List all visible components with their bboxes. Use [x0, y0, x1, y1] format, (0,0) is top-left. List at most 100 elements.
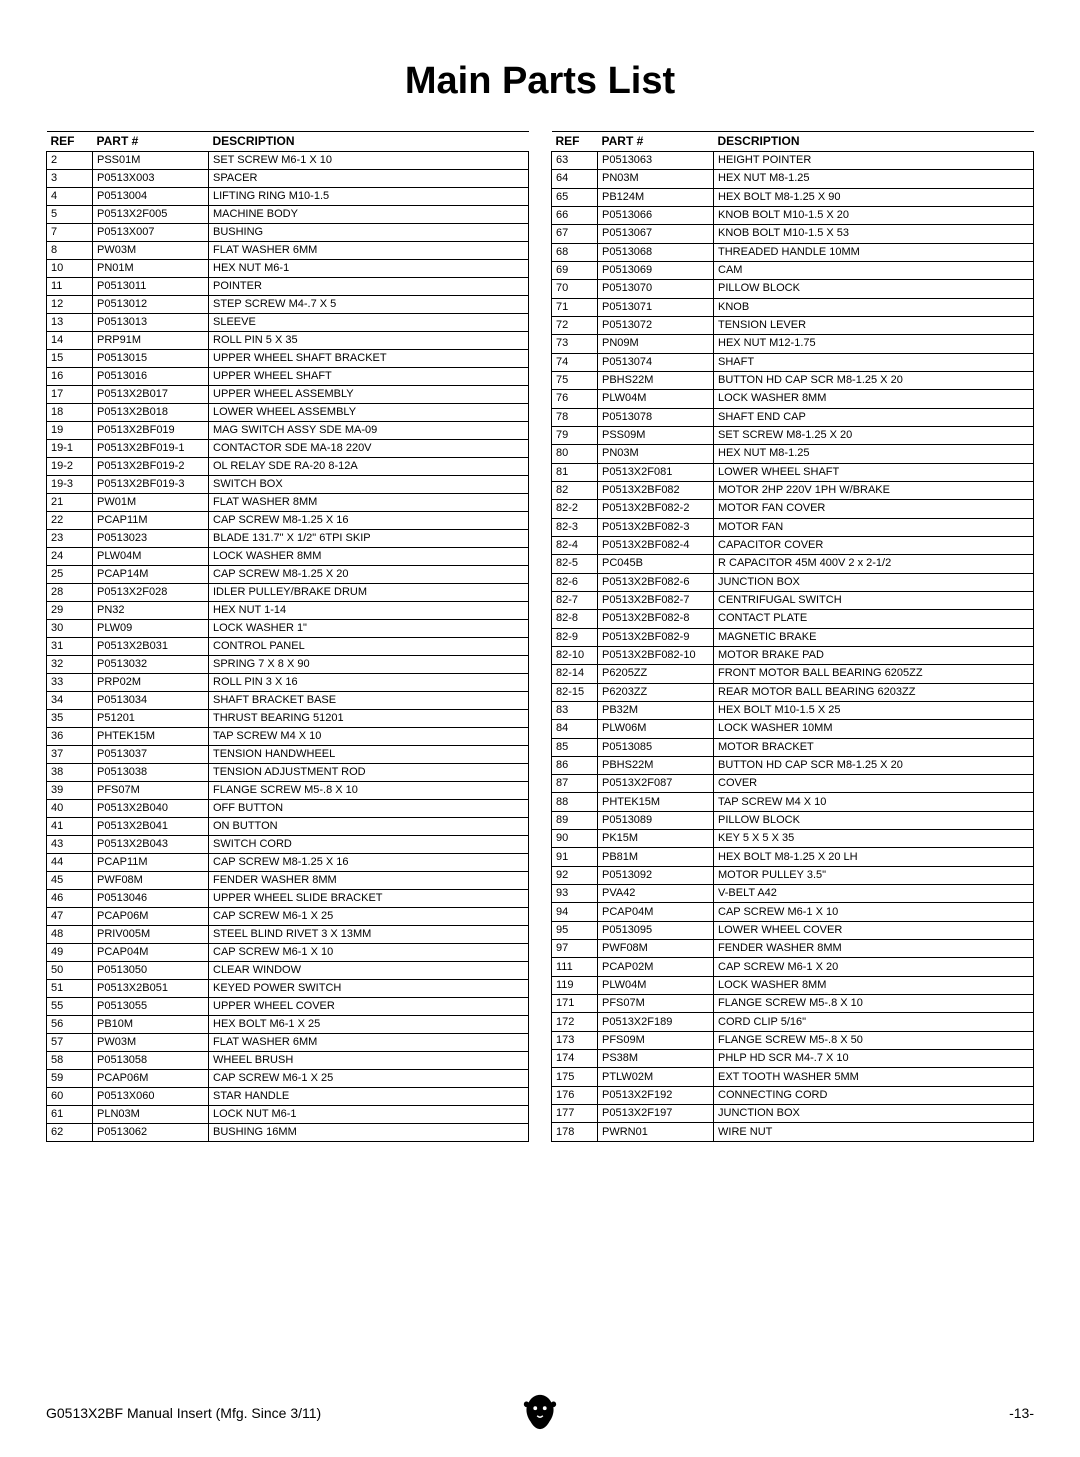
cell-ref: 60: [47, 1088, 93, 1106]
cell-ref: 30: [47, 620, 93, 638]
cell-desc: UPPER WHEEL SHAFT BRACKET: [209, 350, 529, 368]
cell-desc: TENSION HANDWHEEL: [209, 746, 529, 764]
table-row: 19-3P0513X2BF019-3SWITCH BOX: [47, 476, 529, 494]
table-row: 87P0513X2F087COVER: [552, 775, 1034, 793]
table-row: 86PBHS22MBUTTON HD CAP SCR M8-1.25 X 20: [552, 756, 1034, 774]
cell-desc: COVER: [714, 775, 1034, 793]
cell-desc: CAP SCREW M6-1 X 10: [714, 903, 1034, 921]
table-row: 14PRP91MROLL PIN 5 X 35: [47, 332, 529, 350]
table-row: 82-14P6205ZZFRONT MOTOR BALL BEARING 620…: [552, 665, 1034, 683]
cell-part: PN32: [93, 602, 209, 620]
cell-desc: TENSION ADJUSTMENT ROD: [209, 764, 529, 782]
cell-part: PN01M: [93, 260, 209, 278]
cell-ref: 43: [47, 836, 93, 854]
cell-desc: BUSHING 16MM: [209, 1124, 529, 1142]
cell-desc: POINTER: [209, 278, 529, 296]
table-row: 58P0513058WHEEL BRUSH: [47, 1052, 529, 1070]
cell-part: PFS07M: [598, 995, 714, 1013]
cell-part: P0513X2B041: [93, 818, 209, 836]
table-row: 82-2P0513X2BF082-2MOTOR FAN COVER: [552, 500, 1034, 518]
cell-part: P0513X2F005: [93, 206, 209, 224]
cell-ref: 45: [47, 872, 93, 890]
table-row: 56PB10MHEX BOLT M6-1 X 25: [47, 1016, 529, 1034]
cell-desc: WIRE NUT: [714, 1123, 1034, 1142]
cell-ref: 44: [47, 854, 93, 872]
table-row: 97PWF08MFENDER WASHER 8MM: [552, 940, 1034, 958]
cell-ref: 68: [552, 243, 598, 261]
cell-desc: LOCK WASHER 10MM: [714, 720, 1034, 738]
cell-part: P0513092: [598, 866, 714, 884]
cell-part: P0513X2BF082: [598, 481, 714, 499]
cell-desc: KNOB: [714, 298, 1034, 316]
cell-desc: SET SCREW M6-1 X 10: [209, 152, 529, 170]
table-row: 82-6P0513X2BF082-6JUNCTION BOX: [552, 573, 1034, 591]
table-row: 176P0513X2F192CONNECTING CORD: [552, 1086, 1034, 1104]
cell-desc: ROLL PIN 5 X 35: [209, 332, 529, 350]
table-row: 175PTLW02MEXT TOOTH WASHER 5MM: [552, 1068, 1034, 1086]
cell-part: PFS07M: [93, 782, 209, 800]
cell-desc: SHAFT BRACKET BASE: [209, 692, 529, 710]
cell-ref: 17: [47, 386, 93, 404]
table-row: 22PCAP11MCAP SCREW M8-1.25 X 16: [47, 512, 529, 530]
cell-part: PSS01M: [93, 152, 209, 170]
cell-desc: LOCK WASHER 8MM: [714, 390, 1034, 408]
table-row: 33PRP02MROLL PIN 3 X 16: [47, 674, 529, 692]
cell-ref: 173: [552, 1031, 598, 1049]
cell-part: PC045B: [598, 555, 714, 573]
cell-part: P0513071: [598, 298, 714, 316]
cell-ref: 79: [552, 426, 598, 444]
cell-desc: HEX NUT M6-1: [209, 260, 529, 278]
cell-desc: SET SCREW M8-1.25 X 20: [714, 426, 1034, 444]
cell-ref: 37: [47, 746, 93, 764]
table-row: 82-4P0513X2BF082-4CAPACITOR COVER: [552, 536, 1034, 554]
cell-ref: 34: [47, 692, 93, 710]
cell-desc: MOTOR 2HP 220V 1PH W/BRAKE: [714, 481, 1034, 499]
cell-desc: FLANGE SCREW M5-.8 X 50: [714, 1031, 1034, 1049]
cell-part: P0513032: [93, 656, 209, 674]
table-row: 50P0513050CLEAR WINDOW: [47, 962, 529, 980]
cell-part: P0513046: [93, 890, 209, 908]
cell-desc: MOTOR FAN: [714, 518, 1034, 536]
cell-desc: FLAT WASHER 6MM: [209, 242, 529, 260]
table-row: 37P0513037TENSION HANDWHEEL: [47, 746, 529, 764]
cell-part: P0513050: [93, 962, 209, 980]
cell-ref: 23: [47, 530, 93, 548]
cell-part: PHTEK15M: [93, 728, 209, 746]
cell-ref: 64: [552, 170, 598, 188]
cell-part: P0513X2B043: [93, 836, 209, 854]
cell-part: PB10M: [93, 1016, 209, 1034]
table-row: 23P0513023BLADE 131.7" X 1/2" 6TPI SKIP: [47, 530, 529, 548]
table-row: 79PSS09MSET SCREW M8-1.25 X 20: [552, 426, 1034, 444]
cell-ref: 41: [47, 818, 93, 836]
cell-desc: TAP SCREW M4 X 10: [714, 793, 1034, 811]
cell-ref: 57: [47, 1034, 93, 1052]
cell-desc: CAPACITOR COVER: [714, 536, 1034, 554]
table-row: 25PCAP14MCAP SCREW M8-1.25 X 20: [47, 566, 529, 584]
table-row: 82-8P0513X2BF082-8CONTACT PLATE: [552, 610, 1034, 628]
table-row: 19-1P0513X2BF019-1CONTACTOR SDE MA-18 22…: [47, 440, 529, 458]
cell-ref: 97: [552, 940, 598, 958]
cell-part: P0513X2BF082-8: [598, 610, 714, 628]
table-row: 82-9P0513X2BF082-9MAGNETIC BRAKE: [552, 628, 1034, 646]
cell-desc: SHAFT END CAP: [714, 408, 1034, 426]
cell-part: PTLW02M: [598, 1068, 714, 1086]
cell-part: PLW04M: [93, 548, 209, 566]
table-row: 69P0513069CAM: [552, 261, 1034, 279]
table-row: 8PW03MFLAT WASHER 6MM: [47, 242, 529, 260]
cell-part: PBHS22M: [598, 371, 714, 389]
table-row: 83PB32MHEX BOLT M10-1.5 X 25: [552, 701, 1034, 719]
cell-desc: CAP SCREW M8-1.25 X 20: [209, 566, 529, 584]
cell-part: PCAP11M: [93, 854, 209, 872]
cell-desc: KEY 5 X 5 X 35: [714, 830, 1034, 848]
table-row: 48PRIV005MSTEEL BLIND RIVET 3 X 13MM: [47, 926, 529, 944]
table-row: 73PN09MHEX NUT M12-1.75: [552, 335, 1034, 353]
table-row: 32P0513032SPRING 7 X 8 X 90: [47, 656, 529, 674]
cell-desc: FRONT MOTOR BALL BEARING 6205ZZ: [714, 665, 1034, 683]
cell-part: P51201: [93, 710, 209, 728]
cell-ref: 172: [552, 1013, 598, 1031]
cell-part: P0513089: [598, 811, 714, 829]
cell-part: PRP02M: [93, 674, 209, 692]
footer-logo: [520, 1393, 560, 1434]
cell-ref: 85: [552, 738, 598, 756]
cell-part: P0513X2BF082-4: [598, 536, 714, 554]
